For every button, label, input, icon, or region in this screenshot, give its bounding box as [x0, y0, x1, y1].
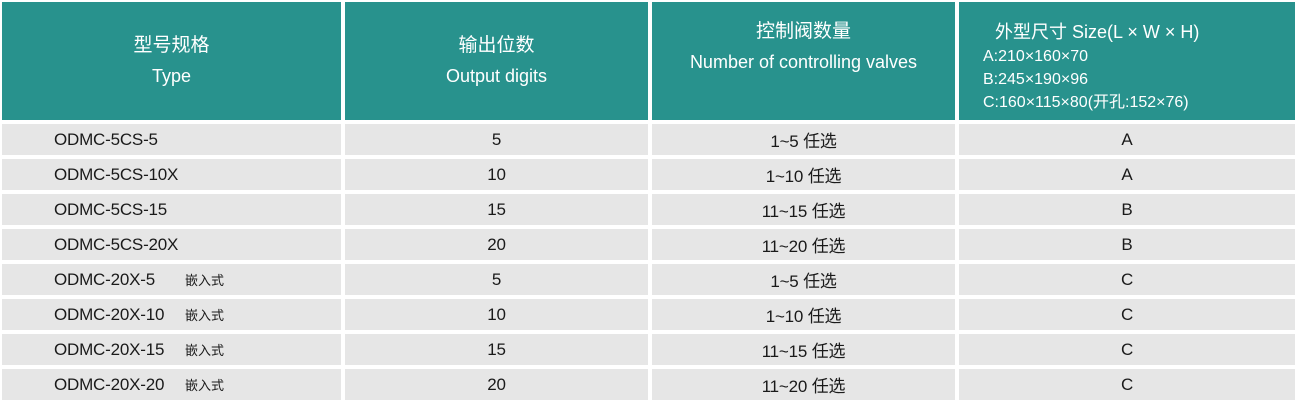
- table-row-1-size-cell: A: [959, 124, 1295, 155]
- header-type-en: Type: [151, 66, 192, 86]
- model-label: ODMC-20X-10: [54, 304, 165, 324]
- table-row-1-digits-cell: 5: [345, 124, 648, 155]
- table-row-6-model-cell: ODMC-20X-10 嵌入式: [2, 299, 341, 330]
- model-label: ODMC-20X-20: [54, 374, 165, 394]
- table-row-3-valves-cell: 11~15 任选: [652, 194, 955, 225]
- table-row-6-size-cell: C: [959, 299, 1295, 330]
- table-row-1-model-cell: ODMC-5CS-5: [2, 124, 341, 155]
- model-label: ODMC-5CS-10X: [54, 164, 179, 184]
- model-suffix-label: 嵌入式: [185, 378, 225, 393]
- table-row-3-model-cell: ODMC-5CS-15: [2, 194, 341, 225]
- table-row-2-model-cell: ODMC-5CS-10X: [2, 159, 341, 190]
- table-row-5-valves-cell: 1~5 任选: [652, 264, 955, 295]
- table-row-7-valves-cell: 11~15 任选: [652, 334, 955, 365]
- table-row-8-valves-cell: 11~20 任选: [652, 369, 955, 400]
- table-row-2-valves-cell: 1~10 任选: [652, 159, 955, 190]
- table-row-5-model-cell: ODMC-20X-5 嵌入式: [2, 264, 341, 295]
- table-row-7-model-cell: ODMC-20X-15 嵌入式: [2, 334, 341, 365]
- header-size-b: B:245×190×96: [983, 71, 1088, 88]
- table-row-4-size-cell: B: [959, 229, 1295, 260]
- model-suffix-label: 嵌入式: [185, 343, 225, 358]
- table-row-2-digits-cell: 10: [345, 159, 648, 190]
- model-label: ODMC-5CS-20X: [54, 234, 179, 254]
- model-label: ODMC-5CS-15: [54, 199, 168, 219]
- header-output-en: Output digits: [445, 66, 548, 86]
- table-row-6-digits-cell: 10: [345, 299, 648, 330]
- model-suffix-label: 嵌入式: [185, 273, 225, 288]
- header-size-title: 外型尺寸 Size(L × W × H): [995, 22, 1200, 42]
- table-row-1-valves-cell: 1~5 任选: [652, 124, 955, 155]
- header-cell-size: 外型尺寸 Size(L × W × H) A:210×160×70 B:245×…: [959, 2, 1295, 120]
- table-row-3-size-cell: B: [959, 194, 1295, 225]
- header-type-zh: 型号规格: [133, 35, 210, 56]
- table-row-7-digits-cell: 15: [345, 334, 648, 365]
- table-row-8-digits-cell: 20: [345, 369, 648, 400]
- table-row-4-model-cell: ODMC-5CS-20X: [2, 229, 341, 260]
- header-size-c: C:160×115×80(开孔:152×76): [983, 94, 1189, 111]
- table-row-2-size-cell: A: [959, 159, 1295, 190]
- table-row-3-digits-cell: 15: [345, 194, 648, 225]
- model-label: ODMC-5CS-5: [54, 129, 158, 149]
- header-valves-en: Number of controlling valves: [689, 52, 918, 72]
- table-row-5-size-cell: C: [959, 264, 1295, 295]
- table-row-8-size-cell: C: [959, 369, 1295, 400]
- model-label: ODMC-20X-5: [54, 269, 155, 289]
- table-row-7-size-cell: C: [959, 334, 1295, 365]
- header-valves-zh: 控制阀数量: [755, 21, 851, 42]
- model-label: ODMC-20X-15: [54, 339, 165, 359]
- header-output-zh: 输出位数: [458, 35, 535, 56]
- header-size-a: A:210×160×70: [983, 48, 1088, 65]
- table-row-8-model-cell: ODMC-20X-20 嵌入式: [2, 369, 341, 400]
- header-cell-type: 型号规格 Type: [2, 2, 341, 120]
- header-cell-valve-count: 控制阀数量 Number of controlling valves: [652, 2, 955, 120]
- header-cell-output-digits: 输出位数 Output digits: [345, 2, 648, 120]
- table-row-4-digits-cell: 20: [345, 229, 648, 260]
- model-suffix-label: 嵌入式: [185, 308, 225, 323]
- table-row-4-valves-cell: 11~20 任选: [652, 229, 955, 260]
- table-row-6-valves-cell: 1~10 任选: [652, 299, 955, 330]
- table-row-5-digits-cell: 5: [345, 264, 648, 295]
